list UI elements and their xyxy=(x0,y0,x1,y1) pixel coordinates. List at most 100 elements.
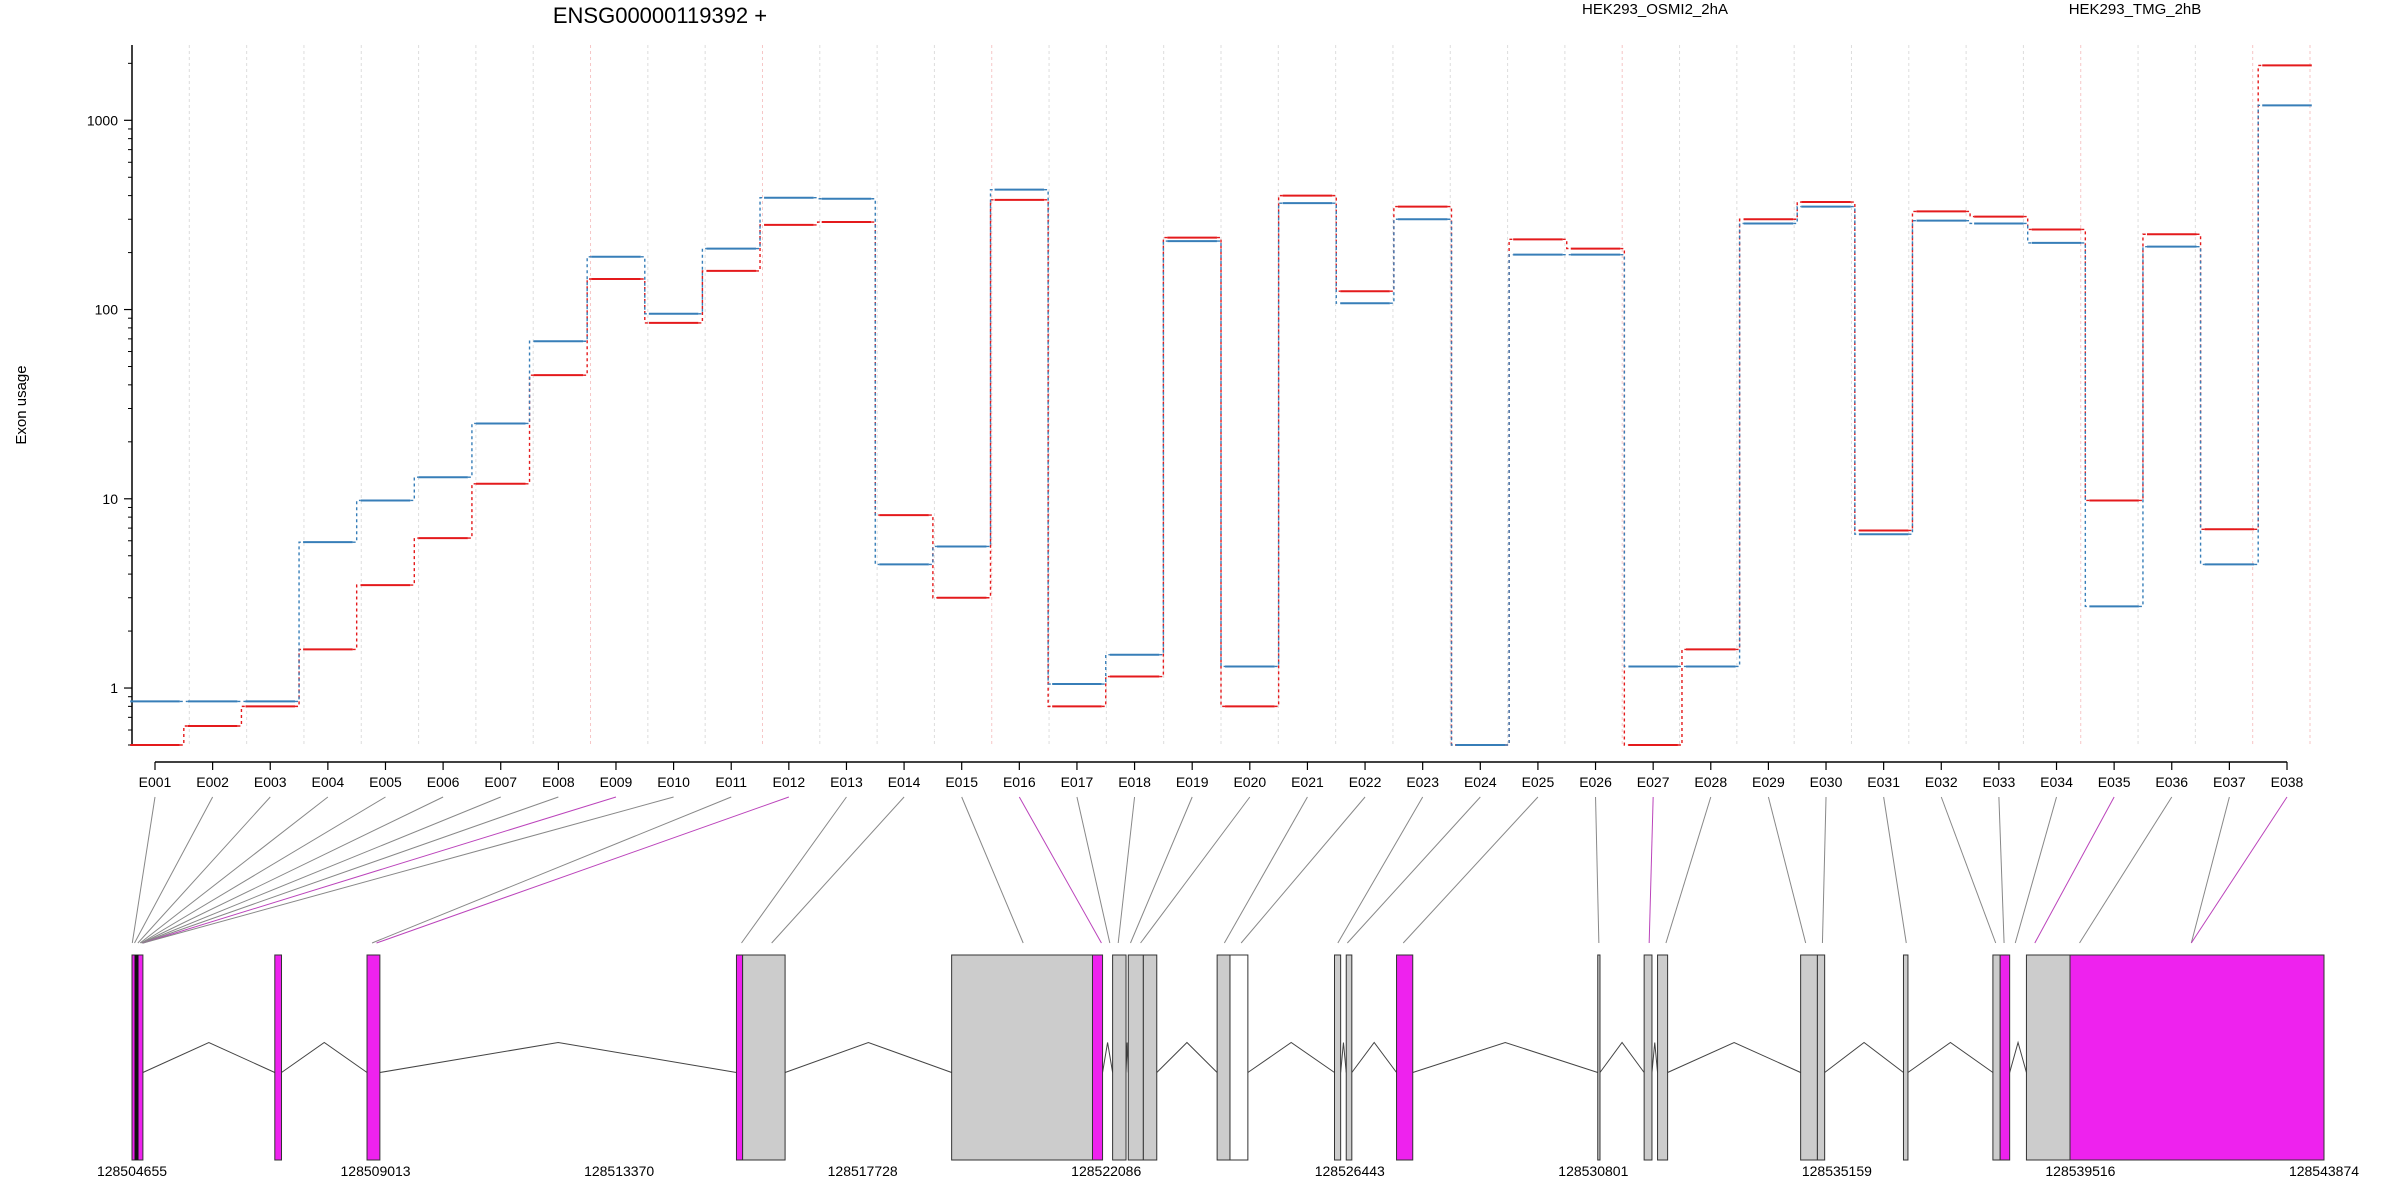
exon-connector xyxy=(1821,796,1827,944)
exon-block xyxy=(1992,954,2001,1161)
series-2-connector xyxy=(1505,253,1514,746)
exon-block xyxy=(1597,954,1601,1161)
x-tick-label: E009 xyxy=(600,774,633,790)
intron-line xyxy=(2009,1040,2027,1073)
exon-block xyxy=(1345,954,1353,1161)
exon-connector xyxy=(137,796,271,944)
exon-connector xyxy=(139,796,329,944)
x-tick-label: E036 xyxy=(2155,774,2188,790)
series-2-connector xyxy=(871,198,880,566)
coordinate-label: 128522086 xyxy=(1071,1163,1141,1179)
exon-connector xyxy=(140,796,386,944)
coordinate-label: 128535159 xyxy=(1802,1163,1872,1179)
y-tick-label: 10 xyxy=(102,491,118,507)
x-tick-label: E003 xyxy=(254,774,287,790)
exon-block xyxy=(1112,954,1127,1161)
series-1-connector xyxy=(1332,194,1341,292)
exon-block xyxy=(1657,954,1669,1161)
intron-line xyxy=(1340,1042,1347,1073)
exon-connector xyxy=(1130,796,1193,944)
series-1-connector xyxy=(1101,675,1110,708)
exon-block xyxy=(2069,954,2325,1161)
series-2-connector xyxy=(1101,654,1110,685)
exon-connector xyxy=(2190,796,2230,944)
x-axis-ticks: E001 E002 E003 E004 E005 E006 E007 E008 E009 E010… xyxy=(139,762,2304,790)
x-tick-label: E033 xyxy=(1983,774,2016,790)
x-tick-label: E018 xyxy=(1118,774,1151,790)
exon-block-edge xyxy=(134,955,139,1160)
exon-connector xyxy=(2014,796,2057,944)
series-2-connector xyxy=(986,188,995,548)
exon-block xyxy=(1396,954,1414,1161)
series-2-connector xyxy=(2023,222,2032,244)
exon-block xyxy=(1091,954,1104,1161)
x-tick-label: E037 xyxy=(2213,774,2246,790)
exon-block xyxy=(1999,954,2011,1161)
exon-connector xyxy=(131,796,156,944)
coordinate-label: 128530801 xyxy=(1558,1163,1628,1179)
exon-connector xyxy=(142,796,501,944)
series-1-connector xyxy=(871,221,880,516)
series-1-connector xyxy=(1044,199,1053,708)
exon-block xyxy=(1643,954,1653,1161)
x-tick-label: E015 xyxy=(945,774,978,790)
series-2-connector xyxy=(1620,253,1629,668)
exon-connector xyxy=(1402,796,1539,944)
x-tick-label: E022 xyxy=(1349,774,1382,790)
exon-block xyxy=(1800,954,1818,1161)
vertical-grid xyxy=(131,45,2311,745)
series-2-connector xyxy=(583,256,592,342)
series-2-connector xyxy=(295,541,304,703)
x-tick-label: E028 xyxy=(1694,774,1727,790)
exon-connector xyxy=(141,796,444,944)
series-1-connector xyxy=(1159,236,1168,678)
exon-connector xyxy=(1223,796,1308,944)
intron-line xyxy=(379,1041,737,1073)
exon-block xyxy=(1816,954,1826,1161)
x-tick-label: E032 xyxy=(1925,774,1958,790)
y-tick-label: 1 xyxy=(110,680,118,696)
series-1-connector xyxy=(986,199,995,599)
series-1-connector xyxy=(755,224,765,272)
series-2-connector xyxy=(1735,222,1744,668)
exon-block xyxy=(1216,954,1231,1161)
intron-line xyxy=(281,1041,368,1073)
series-1-connector xyxy=(467,483,476,539)
series-2-connector xyxy=(813,196,822,200)
intron-line xyxy=(1247,1041,1335,1073)
series-2-connector xyxy=(1389,218,1398,304)
intron-line xyxy=(1412,1041,1598,1073)
y-axis-label: Exon usage xyxy=(13,365,30,444)
x-tick-label: E020 xyxy=(1233,774,1266,790)
exon-connector xyxy=(142,796,617,944)
series-1-connector xyxy=(2138,233,2147,502)
series-1-connector xyxy=(1677,648,1687,746)
x-tick-label: E012 xyxy=(772,774,805,790)
exon-connector xyxy=(1767,796,1807,944)
series-2-connector xyxy=(525,340,534,425)
exon-connector xyxy=(1018,796,1102,944)
x-tick-label: E030 xyxy=(1810,774,1843,790)
x-tick-label: E026 xyxy=(1579,774,1612,790)
series-1-connector xyxy=(1562,238,1571,250)
series-2-connector xyxy=(640,256,649,315)
x-tick-label: E011 xyxy=(715,774,747,790)
exon-connector xyxy=(1240,796,1366,944)
exon-block xyxy=(274,954,283,1161)
x-tick-label: E014 xyxy=(888,774,921,790)
series-1-connector xyxy=(237,705,246,727)
exon-connector xyxy=(1076,796,1111,944)
x-tick-label: E013 xyxy=(830,774,863,790)
series-2-connector xyxy=(1908,219,1917,535)
series-2-connector xyxy=(1332,202,1341,304)
exon-connector xyxy=(134,796,214,944)
series-1-connector xyxy=(1447,205,1456,746)
series-2-connector xyxy=(467,422,476,478)
series-1-connector xyxy=(1793,201,1802,220)
exon-connector xyxy=(142,796,559,944)
x-tick-label: E027 xyxy=(1637,774,1670,790)
exon-connector xyxy=(2034,796,2115,944)
exon-block xyxy=(742,954,786,1161)
exon-connector xyxy=(1117,796,1136,944)
series-1-connector xyxy=(1216,236,1226,708)
